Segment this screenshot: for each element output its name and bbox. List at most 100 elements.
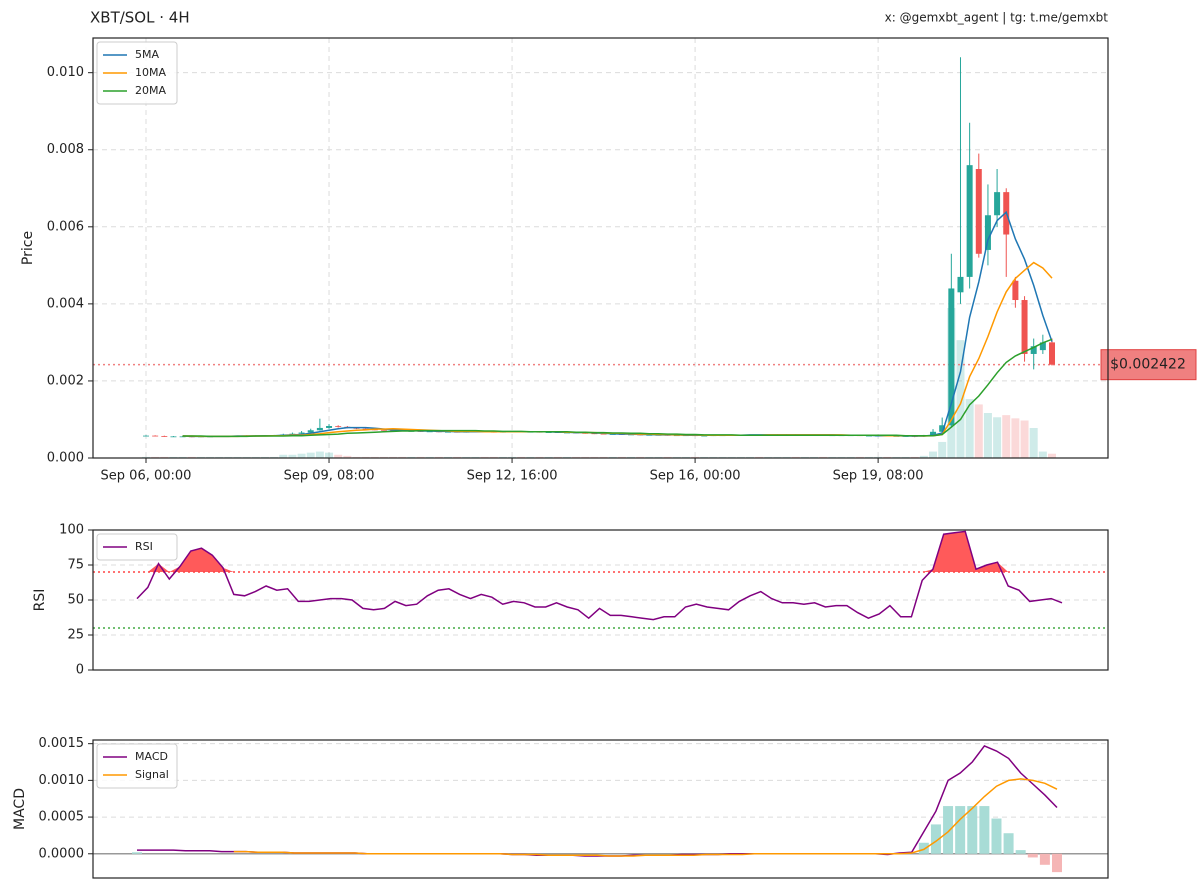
candle-body [362, 428, 369, 430]
candle-body [1012, 280, 1019, 301]
candle-body [673, 435, 680, 437]
axes-frame [92, 739, 1109, 879]
volume-bar [1038, 451, 1047, 458]
candle-body [326, 426, 333, 428]
y-tick-label: 75 [67, 558, 84, 573]
histogram-bar [955, 806, 966, 854]
histogram-bar [979, 806, 990, 854]
volume-bar [1048, 453, 1056, 458]
volume-bar [938, 441, 947, 458]
y-tick-label: 0.0005 [39, 810, 85, 825]
overbought-fill [137, 531, 1062, 572]
candle-body [994, 192, 1001, 216]
volume-bar [1002, 415, 1011, 458]
histogram-bar [1027, 853, 1038, 858]
candle-body [609, 434, 616, 435]
candle-body [371, 429, 378, 431]
candle-body [161, 436, 168, 437]
x-tick-label: Sep 16, 00:00 [650, 469, 741, 484]
histogram-bar [1015, 850, 1026, 854]
histogram-bar [1052, 853, 1062, 873]
candle-body [628, 434, 635, 436]
histogram-bar [991, 818, 1002, 854]
candle-body [930, 431, 937, 436]
candle-body [1030, 346, 1037, 354]
y-tick-label: 0.002 [47, 373, 84, 388]
legend-label: RSI [135, 540, 153, 553]
volume-bar [919, 455, 928, 458]
volume-bar [1011, 418, 1020, 458]
legend-box [96, 743, 178, 789]
chart-title: XBT/SOL · 4H [90, 9, 190, 27]
candle-body [984, 215, 991, 250]
y-tick-label: 0.0015 [39, 736, 85, 751]
y-tick-label: 0.008 [47, 142, 84, 157]
last-price-label: $0.002422 [1110, 357, 1186, 373]
volume-bar [297, 453, 306, 458]
candle-body [1049, 342, 1055, 365]
line-series [136, 530, 1063, 621]
candle-body [563, 432, 570, 434]
volume-bar [334, 454, 343, 458]
line-series [182, 261, 1053, 438]
y-tick-label: 0.004 [47, 296, 84, 311]
y-axis-label: RSI [32, 589, 48, 612]
candle-body [582, 432, 589, 434]
volume-bar [315, 451, 324, 458]
candle-body [1021, 300, 1028, 354]
volume-bar [983, 413, 992, 458]
y-tick-label: 50 [67, 593, 84, 608]
candle-body [307, 430, 314, 433]
candle-body [701, 435, 708, 437]
axes-frame [92, 37, 1109, 459]
y-tick-label: 0 [76, 663, 84, 678]
candle-body [975, 169, 982, 254]
candle-body [957, 276, 964, 293]
candle-body [179, 436, 186, 438]
candle-body [152, 435, 159, 437]
x-tick-label: Sep 19, 08:00 [833, 469, 924, 484]
candle-body [948, 288, 955, 426]
histogram-bar [1039, 853, 1050, 865]
candle-body [298, 432, 305, 434]
y-tick-label: 0.0000 [39, 846, 85, 861]
candle-body [380, 429, 387, 431]
volume-bar [993, 417, 1002, 458]
line-series [182, 338, 1053, 438]
volume-bar [929, 451, 938, 458]
volume-bar [1020, 420, 1029, 458]
candle-body [646, 434, 653, 436]
histogram-bar [132, 852, 142, 854]
histogram-bar [967, 806, 978, 854]
y-tick-label: 0.010 [47, 65, 84, 80]
histogram-bar [930, 824, 941, 854]
volume-bar [288, 454, 297, 458]
last-price-box [1100, 349, 1197, 381]
candle-body [143, 435, 149, 437]
histogram-bar [1003, 833, 1014, 854]
candle-body [939, 425, 946, 432]
y-axis-label: MACD [12, 788, 28, 830]
volume-bar [956, 340, 965, 458]
volume-bar [974, 404, 983, 458]
axes-frame [92, 529, 1109, 671]
volume-bar [965, 399, 974, 458]
legend: MACD Signal [96, 743, 178, 789]
y-tick-label: 100 [59, 523, 84, 538]
legend-label: MACD [135, 750, 168, 763]
legend-box [96, 41, 178, 105]
y-tick-label: 0.000 [47, 451, 84, 466]
y-tick-label: 25 [67, 628, 84, 643]
volume-bar [343, 455, 352, 458]
x-tick-label: Sep 06, 00:00 [101, 469, 192, 484]
credit: x: @gemxbt_agent | tg: t.me/gemxbt [885, 11, 1109, 25]
line-series [182, 210, 1053, 438]
y-tick-label: 0.0010 [39, 773, 85, 788]
line-series [233, 778, 1058, 857]
x-tick-label: Sep 09, 08:00 [284, 469, 375, 484]
y-axis-label: Price [20, 231, 36, 265]
legend-box [96, 533, 178, 561]
legend: RSI [96, 533, 178, 561]
histogram-bar [943, 806, 954, 854]
